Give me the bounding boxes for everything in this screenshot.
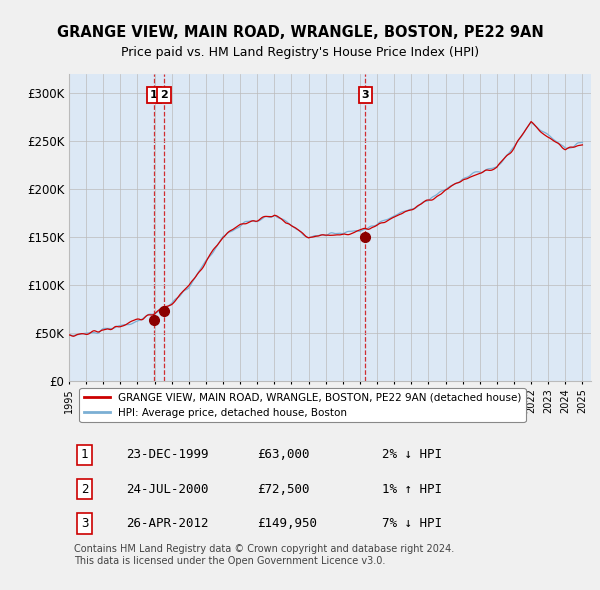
Text: 26-APR-2012: 26-APR-2012	[127, 517, 209, 530]
Text: 3: 3	[362, 90, 369, 100]
Text: £149,950: £149,950	[257, 517, 317, 530]
Text: £72,500: £72,500	[257, 483, 310, 496]
Text: 1: 1	[81, 448, 88, 461]
Text: 2% ↓ HPI: 2% ↓ HPI	[382, 448, 442, 461]
Text: Contains HM Land Registry data © Crown copyright and database right 2024.
This d: Contains HM Land Registry data © Crown c…	[74, 545, 454, 566]
Text: 24-JUL-2000: 24-JUL-2000	[127, 483, 209, 496]
Text: 1% ↑ HPI: 1% ↑ HPI	[382, 483, 442, 496]
Text: 23-DEC-1999: 23-DEC-1999	[127, 448, 209, 461]
Text: 2: 2	[81, 483, 88, 496]
Text: £63,000: £63,000	[257, 448, 310, 461]
Text: 1: 1	[150, 90, 158, 100]
Text: GRANGE VIEW, MAIN ROAD, WRANGLE, BOSTON, PE22 9AN: GRANGE VIEW, MAIN ROAD, WRANGLE, BOSTON,…	[56, 25, 544, 40]
Legend: GRANGE VIEW, MAIN ROAD, WRANGLE, BOSTON, PE22 9AN (detached house), HPI: Average: GRANGE VIEW, MAIN ROAD, WRANGLE, BOSTON,…	[79, 388, 526, 422]
Text: 2: 2	[160, 90, 168, 100]
Text: Price paid vs. HM Land Registry's House Price Index (HPI): Price paid vs. HM Land Registry's House …	[121, 46, 479, 59]
Text: 3: 3	[81, 517, 88, 530]
Text: 7% ↓ HPI: 7% ↓ HPI	[382, 517, 442, 530]
